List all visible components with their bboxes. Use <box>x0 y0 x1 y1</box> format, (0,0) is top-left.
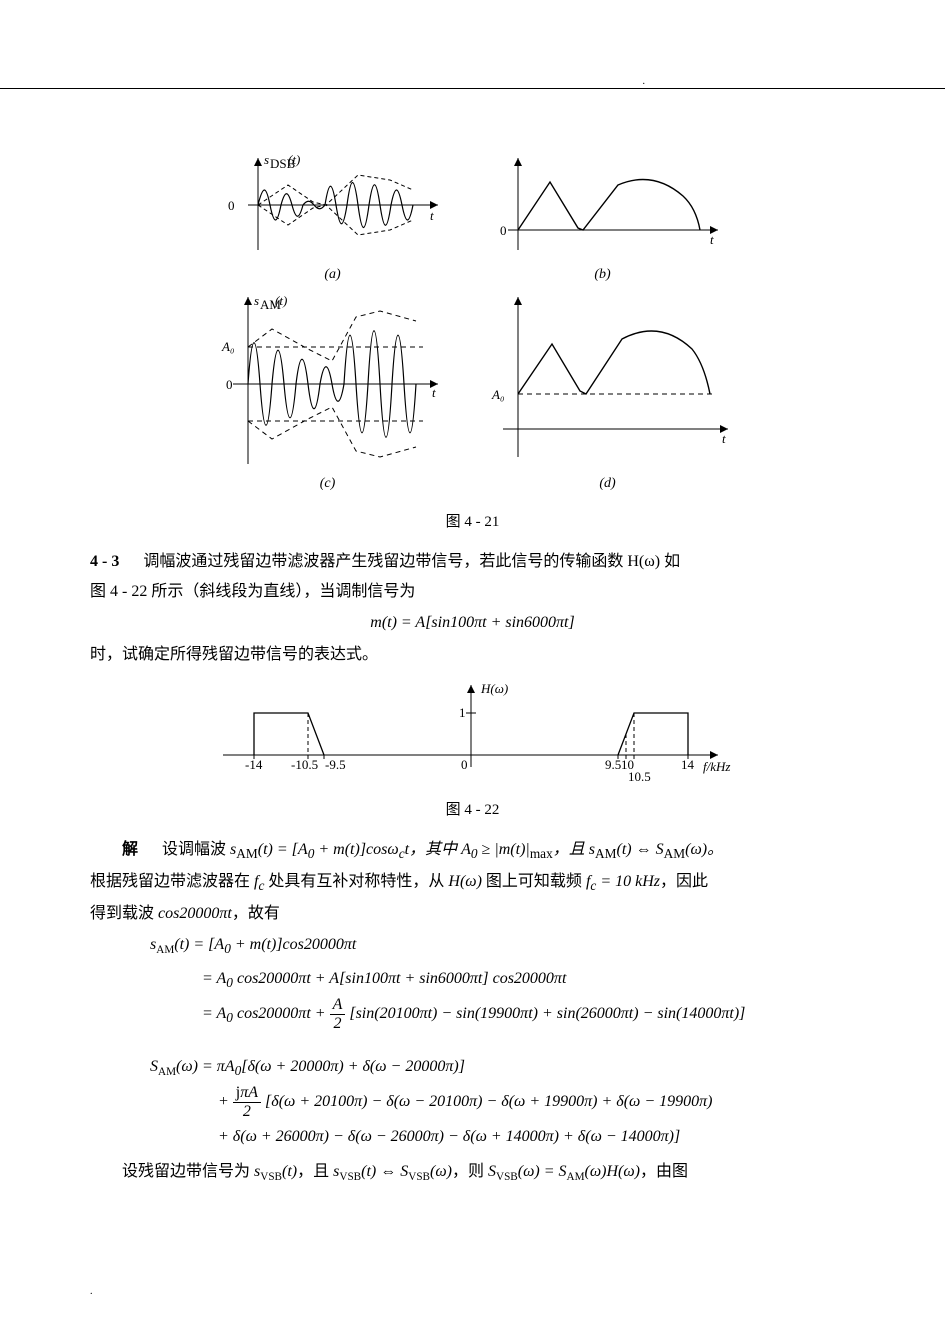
figure-22-caption: 图 4 - 22 <box>90 798 855 819</box>
solution-label: 解 <box>122 841 138 858</box>
panel-b: 0 t (b) <box>478 150 728 283</box>
panel-c-svg: 0 t s AM (t) A₀ <box>208 289 448 469</box>
problem-line2: 图 4 - 22 所示（斜线段为直线），当调制信号为 <box>90 577 855 607</box>
page: . 0 t s DSB (t) <box>0 0 945 1337</box>
panel-a-ylabel-t: (t) <box>288 152 300 167</box>
derivation-block-2: SAM(ω) = πA0[δ(ω + 20000π) + δ(ω − 20000… <box>150 1051 855 1153</box>
panel-c-caption: (c) <box>208 476 448 492</box>
sol-line1a: 设调幅波 <box>162 841 230 858</box>
panel-c-ylabel-s: s <box>254 293 259 308</box>
footer-dot: . <box>90 1286 93 1297</box>
figure-21-caption: 图 4 - 21 <box>446 510 500 531</box>
panel-a-svg: 0 t s DSB (t) <box>218 150 448 260</box>
panel-a-xlabel: t <box>430 208 434 223</box>
problem-4-3: 4 - 3 调幅波通过残留边带滤波器产生残留边带信号，若此信号的传输函数 H(ω… <box>90 547 855 577</box>
tick-n105: -10.5 <box>291 757 318 772</box>
figure-4-21: 0 t s DSB (t) (a) <box>90 150 855 547</box>
d3: = A0 cos20000πt + A2 [sin(20100πt) − sin… <box>150 996 855 1032</box>
tick-n95: -9.5 <box>325 757 346 772</box>
panel-b-xlabel: t <box>710 232 714 247</box>
tick-p95: 9.5 <box>605 757 621 772</box>
s1: SAM(ω) = πA0[δ(ω + 20000π) + δ(ω − 20000… <box>150 1051 855 1085</box>
panel-c-xlabel: t <box>432 385 436 400</box>
panel-c-ylabel-t: (t) <box>275 293 287 308</box>
sol-line4: 设残留边带信号为 sVSB(t)，且 sVSB(t) ⇔ SVSB(ω)，则 S… <box>90 1157 855 1188</box>
tick-n14: -14 <box>245 757 263 772</box>
equation-mt: m(t) = A[sin100πt + sin6000πt] <box>90 608 855 638</box>
panel-d: t A₀ (d) <box>478 289 738 492</box>
tick-p105: 10.5 <box>628 769 651 784</box>
panel-d-xlabel: t <box>722 431 726 446</box>
header-rule <box>0 88 945 89</box>
panel-a-zero: 0 <box>228 198 235 213</box>
figure-row-1: 0 t s DSB (t) (a) <box>218 150 728 283</box>
panel-d-A0: A₀ <box>491 387 504 402</box>
panel-c-zero: 0 <box>226 377 233 392</box>
tick-p14: 14 <box>681 757 695 772</box>
s3: + δ(ω + 26000π) − δ(ω − 26000π) − δ(ω + … <box>150 1121 855 1153</box>
figure-4-22: H(ω) 1 0 f/kHz -14 -10.5 -9.5 9.5 10 10.… <box>90 677 855 819</box>
panel-a: 0 t s DSB (t) (a) <box>218 150 448 283</box>
problem-num: 4 - 3 <box>90 553 119 570</box>
panel-b-svg: 0 t <box>478 150 728 260</box>
panel-d-svg: t A₀ <box>478 289 738 469</box>
d3-den: 2 <box>330 1015 346 1033</box>
problem-line1: 调幅波通过残留边带滤波器产生残留边带信号，若此信号的传输函数 H(ω) 如 <box>143 553 680 570</box>
d2: = A0 cos20000πt + A[sin100πt + sin6000πt… <box>150 963 855 997</box>
panel-b-zero: 0 <box>500 223 507 238</box>
fig22-zero: 0 <box>461 757 468 772</box>
fig22-xlabel: f/kHz <box>703 759 730 774</box>
d1: sAM(t) = [A0 + m(t)]cos20000πt <box>150 929 855 963</box>
sol-line1b: sAM(t) = [A0 + m(t)]cosωct，其中 A0 ≥ |m(t)… <box>230 841 723 858</box>
header-dot: . <box>643 76 646 87</box>
figure-22-svg: H(ω) 1 0 f/kHz -14 -10.5 -9.5 9.5 10 10.… <box>213 677 733 787</box>
fig22-one: 1 <box>459 705 466 720</box>
fig22-ylabel: H(ω) <box>480 681 508 696</box>
s2: + jπA2 [δ(ω + 20100π) − δ(ω − 20100π) − … <box>150 1084 855 1120</box>
panel-a-ylabel: s <box>264 152 269 167</box>
solution-para-1: 解 设调幅波 sAM(t) = [A0 + m(t)]cosωct，其中 A0 … <box>90 835 855 867</box>
panel-b-caption: (b) <box>478 267 728 283</box>
panel-d-caption: (d) <box>478 476 738 492</box>
sol-line2: 根据残留边带滤波器在 fc 处具有互补对称特性，从 H(ω) 图上可知载频 fc… <box>90 867 855 899</box>
panel-c: 0 t s AM (t) A₀ (c) <box>208 289 448 492</box>
panel-a-caption: (a) <box>218 267 448 283</box>
panel-c-A0: A₀ <box>221 339 234 354</box>
figure-row-2: 0 t s AM (t) A₀ (c) <box>208 289 738 492</box>
s2-den: 2 <box>233 1103 261 1121</box>
problem-line3: 时，试确定所得残留边带信号的表达式。 <box>90 640 855 670</box>
derivation-block-1: sAM(t) = [A0 + m(t)]cos20000πt = A0 cos2… <box>150 929 855 1033</box>
eq-mt-text: m(t) = A[sin100πt + sin6000πt] <box>370 614 574 631</box>
d3-num: A <box>330 996 346 1015</box>
sol-line3: 得到载波 cos20000πt，故有 <box>90 899 855 929</box>
